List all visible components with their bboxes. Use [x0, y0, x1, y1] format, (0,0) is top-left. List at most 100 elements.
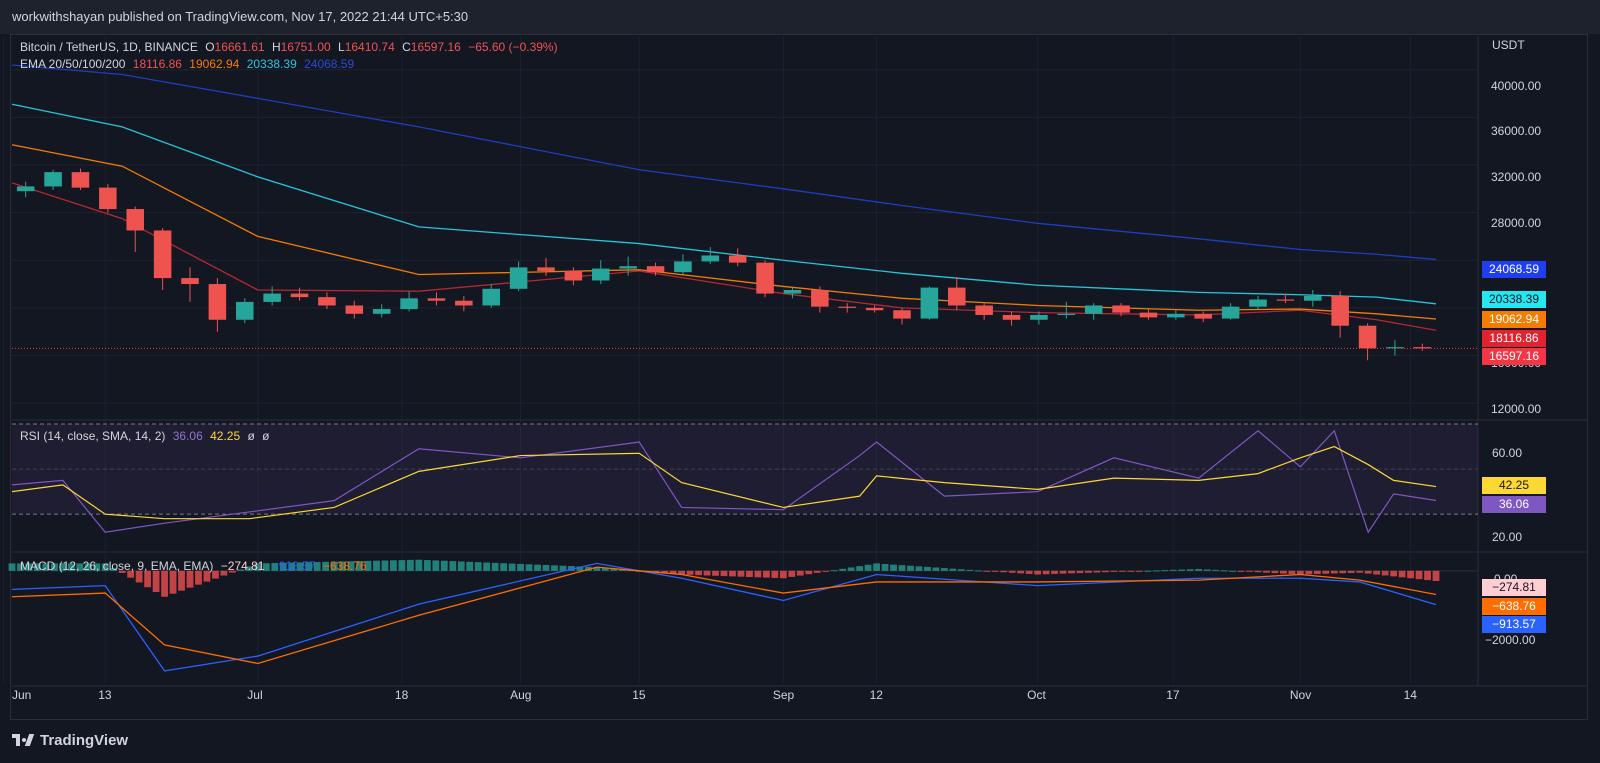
- macd-histogram-bar: [847, 567, 855, 571]
- time-axis-label: 12: [869, 688, 883, 702]
- ema-legend-label: EMA 20/50/100/200: [20, 57, 126, 71]
- candle-body: [1194, 313, 1212, 319]
- tradingview-logo-icon: [12, 733, 35, 748]
- candle-body: [1413, 347, 1432, 349]
- candle-body: [564, 270, 583, 281]
- candle-body: [674, 261, 692, 273]
- macd-histogram-bar: [254, 563, 262, 571]
- macd-histogram-bar: [601, 567, 609, 571]
- macd-histogram-bar: [1415, 570, 1423, 580]
- macd-histogram-bar: [1322, 570, 1330, 574]
- candle-body: [71, 172, 90, 188]
- candle-body: [1358, 325, 1377, 349]
- macd-histogram-bar: [1042, 570, 1050, 575]
- ema20-price-label: 18116.86: [1482, 330, 1546, 347]
- macd-histogram-bar: [76, 563, 84, 571]
- macd-histogram-bar: [720, 570, 728, 577]
- macd-histogram-bar: [1034, 570, 1042, 575]
- low-value: 16410.74: [344, 40, 395, 54]
- candle-body: [99, 187, 117, 210]
- macd-histogram-bar: [1229, 570, 1236, 572]
- macd-histogram-bar: [1051, 570, 1058, 574]
- macd-histogram-bar: [1118, 570, 1126, 572]
- macd-histogram-bar: [1407, 570, 1414, 579]
- macd-histogram-bar: [779, 570, 787, 579]
- macd-histogram-bar: [432, 560, 440, 571]
- chart-canvas[interactable]: [0, 0, 1600, 722]
- macd-histogram-bar: [1068, 570, 1075, 574]
- candle-body: [44, 172, 62, 187]
- macd-histogram-bar: [915, 566, 923, 571]
- time-axis-label: 14: [1403, 688, 1417, 702]
- macd-histogram-bar: [746, 570, 753, 577]
- macd-histogram-bar: [50, 563, 58, 571]
- macd-histogram-bar: [1398, 570, 1406, 578]
- close-value: 16597.16: [410, 40, 461, 54]
- macd-histogram-bar: [93, 563, 101, 571]
- macd-histogram-bar: [991, 570, 999, 572]
- macd-histogram-bar: [1246, 570, 1253, 572]
- macd-histogram-bar: [593, 567, 601, 571]
- high-label: H: [271, 40, 281, 54]
- footer: TradingView: [0, 722, 1600, 763]
- candle-body: [728, 255, 747, 263]
- ema-line-100: [11, 103, 1437, 305]
- macd-histogram-bar: [618, 569, 626, 571]
- price-tick: 40000.00: [1491, 79, 1542, 93]
- macd-histogram-bar: [220, 570, 228, 576]
- time-axis-label: 18: [394, 688, 409, 702]
- candle-body: [1276, 299, 1295, 301]
- macd-histogram-bar: [1220, 570, 1228, 572]
- macd-histogram-bar: [1186, 569, 1194, 571]
- macd-histogram-bar: [771, 570, 779, 578]
- macd-histogram-bar: [313, 562, 321, 571]
- rsi-band-fill: [12, 424, 1478, 515]
- macd-histogram-bar: [813, 570, 821, 573]
- macd-hist-label: −274.81: [1482, 579, 1546, 596]
- close-label: C: [402, 40, 411, 54]
- time-axis-label: 17: [1166, 688, 1180, 702]
- candle-body: [1084, 305, 1103, 314]
- rsi-sma-legend-value: 42.25: [210, 429, 241, 443]
- macd-histogram-bar: [695, 570, 702, 576]
- macd-histogram-bar: [890, 564, 897, 571]
- macd-histogram-bar: [423, 560, 431, 571]
- price-tick: 28000.00: [1491, 216, 1542, 230]
- time-axis-label: Nov: [1289, 688, 1312, 702]
- candle-body: [1386, 347, 1404, 349]
- ema-line-200: [11, 64, 1437, 261]
- macd-histogram-bar: [1076, 570, 1084, 574]
- tradingview-logo[interactable]: TradingView: [12, 732, 128, 749]
- time-axis-label: 15: [632, 688, 646, 702]
- macd-histogram-bar: [1347, 570, 1355, 573]
- rsi-sma-line: [11, 445, 1437, 520]
- time-axis-label: Sep: [772, 688, 795, 702]
- time-axis-label: Aug: [510, 688, 532, 702]
- macd-histogram-bar: [517, 563, 524, 571]
- chart-frame[interactable]: [10, 34, 1588, 720]
- rsi-tick: 60.00: [1492, 446, 1523, 460]
- ema-line-20: [11, 182, 1437, 331]
- macd-histogram-bar: [1364, 570, 1372, 574]
- currency-label: USDT: [1492, 38, 1525, 52]
- macd-histogram-bar: [1390, 570, 1398, 577]
- macd-histogram-bar: [957, 569, 965, 571]
- ema100-price-label: 20338.39: [1482, 291, 1546, 308]
- macd-histogram-bar: [398, 560, 406, 571]
- macd-histogram-bar: [703, 570, 711, 576]
- candle-body: [537, 267, 555, 271]
- candle-body: [153, 230, 172, 279]
- rsi-legend: RSI (14, close, SMA, 14, 2) 36.06 42.25 …: [20, 429, 274, 443]
- macd-histogram-bar: [1280, 570, 1287, 574]
- price-tick: 12000.00: [1491, 402, 1542, 416]
- rsi-legend-extra1: ø: [247, 429, 255, 443]
- rsi-legend-extra2: ø: [262, 429, 270, 443]
- macd-histogram-bar: [500, 563, 508, 571]
- candle-body: [1167, 313, 1185, 318]
- high-value: 16751.00: [280, 40, 331, 54]
- candle-body: [1249, 299, 1267, 307]
- candle-body: [811, 290, 829, 307]
- macd-hist-legend-value: −274.81: [220, 559, 265, 573]
- macd-histogram-bar: [712, 570, 719, 576]
- macd-histogram-bar: [1373, 570, 1381, 575]
